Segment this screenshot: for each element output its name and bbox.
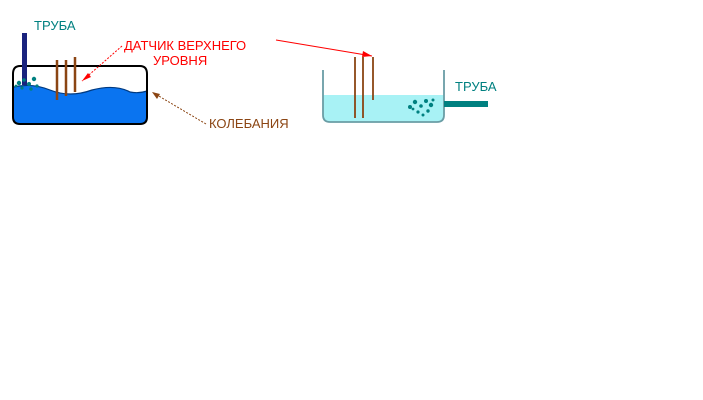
pipe-right-label: ТРУБА: [455, 79, 497, 94]
left-level-sensor: [55, 57, 77, 100]
right-tank-water: [323, 95, 444, 122]
left-tank-water: [13, 85, 147, 124]
pipe-left-label: ТРУБА: [34, 18, 76, 33]
left-tank: [12, 65, 148, 125]
oscillations-label: КОЛЕБАНИЯ: [209, 116, 289, 131]
left-bubbles-icon: [14, 76, 39, 91]
sensor-pointer-right: [275, 39, 373, 57]
right-level-sensor: [354, 57, 374, 118]
left-pipe: [22, 33, 27, 85]
oscillations-pointer: [151, 91, 207, 125]
sensor-label-line2: УРОВНЯ: [153, 53, 207, 68]
sensor-pointer-left: [81, 45, 123, 82]
right-tank-outline: [322, 70, 445, 123]
right-bubbles-icon: [408, 98, 435, 117]
right-tank: [322, 70, 445, 123]
right-pipe: [444, 101, 488, 107]
left-tank-outline: [12, 65, 148, 125]
sensor-label-line1: ДАТЧИК ВЕРХНЕГО: [124, 38, 246, 53]
